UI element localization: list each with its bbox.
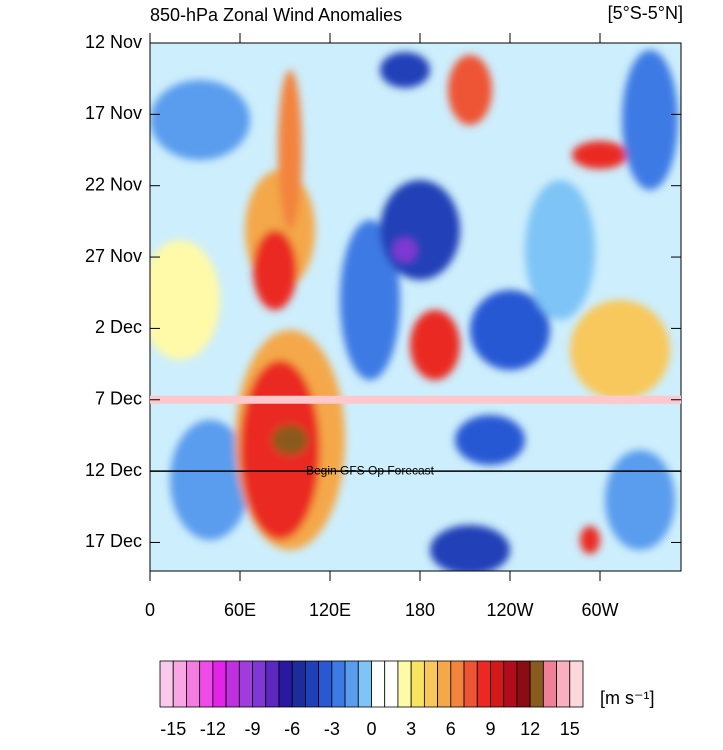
colorbar-tick-label: 15	[560, 719, 580, 739]
colorbar-box	[305, 660, 320, 708]
field	[150, 43, 681, 571]
colorbar-box	[172, 660, 187, 708]
colorbar-box	[344, 660, 359, 708]
colorbar-tick-label: 0	[366, 719, 376, 739]
y-tick-label: 17 Dec	[85, 531, 142, 551]
y-tick-label: 12 Dec	[85, 460, 142, 480]
chart-title: 850-hPa Zonal Wind Anomalies	[150, 5, 402, 25]
colorbar-box	[238, 660, 253, 708]
chart-subtitle: [5°S-5°N]	[608, 3, 683, 23]
colorbar-tick-label: -12	[200, 719, 226, 739]
colorbar-tick-label: -15	[160, 719, 186, 739]
colorbar-box	[423, 660, 438, 708]
annotation: Begin GFS Op Forecast	[306, 463, 435, 477]
colorbar-box	[437, 660, 452, 708]
colorbar-box	[291, 660, 306, 708]
y-tick-label: 7 Dec	[95, 389, 142, 409]
colorbar-tick-label: 3	[406, 719, 416, 739]
colorbar-tick-label: 12	[520, 719, 540, 739]
colorbar-box	[516, 660, 531, 708]
x-tick-label: 120W	[486, 600, 533, 620]
x-tick-label: 180	[405, 600, 435, 620]
colorbar-box	[397, 660, 412, 708]
colorbar-box	[225, 660, 240, 708]
colorbar-tick-label: -9	[245, 719, 261, 739]
colorbar-box	[463, 660, 478, 708]
x-tick-label: 120E	[309, 600, 351, 620]
y-tick-label: 27 Nov	[85, 246, 142, 266]
y-tick-label: 17 Nov	[85, 103, 142, 123]
colorbar-tick-label: -6	[284, 719, 300, 739]
colorbar-box	[212, 660, 227, 708]
colorbar-tick-label: 6	[446, 719, 456, 739]
colorbar-box	[199, 660, 214, 708]
plot-frame	[149, 42, 682, 572]
colorbar-box	[159, 660, 174, 708]
colorbar-box	[186, 660, 201, 708]
colorbar-box	[331, 660, 346, 708]
colorbar-tick-label: 9	[485, 719, 495, 739]
colorbar-box	[529, 660, 544, 708]
colorbar-box	[410, 660, 425, 708]
colorbar-box	[384, 660, 399, 708]
colorbar-box	[503, 660, 518, 708]
colorbar-unit: [m s⁻¹]	[600, 688, 655, 708]
colorbar-box	[252, 660, 267, 708]
y-tick-label: 12 Nov	[85, 32, 142, 52]
colorbar-box	[556, 660, 571, 708]
colorbar-box	[569, 660, 584, 708]
y-tick-label: 22 Nov	[85, 174, 142, 194]
x-tick-label: 60E	[224, 600, 256, 620]
colorbar-tick-label: -3	[324, 719, 340, 739]
colorbar-box	[476, 660, 491, 708]
colorbar-box	[278, 660, 293, 708]
colorbar-box	[265, 660, 280, 708]
x-tick-label: 60W	[581, 600, 618, 620]
colorbar-box	[542, 660, 557, 708]
colorbar-box	[450, 660, 465, 708]
colorbar-box	[371, 660, 386, 708]
x-tick-label: 0	[145, 600, 155, 620]
colorbar-box	[318, 660, 333, 708]
colorbar-box	[357, 660, 372, 708]
y-tick-label: 2 Dec	[95, 317, 142, 337]
colorbar-box	[490, 660, 505, 708]
